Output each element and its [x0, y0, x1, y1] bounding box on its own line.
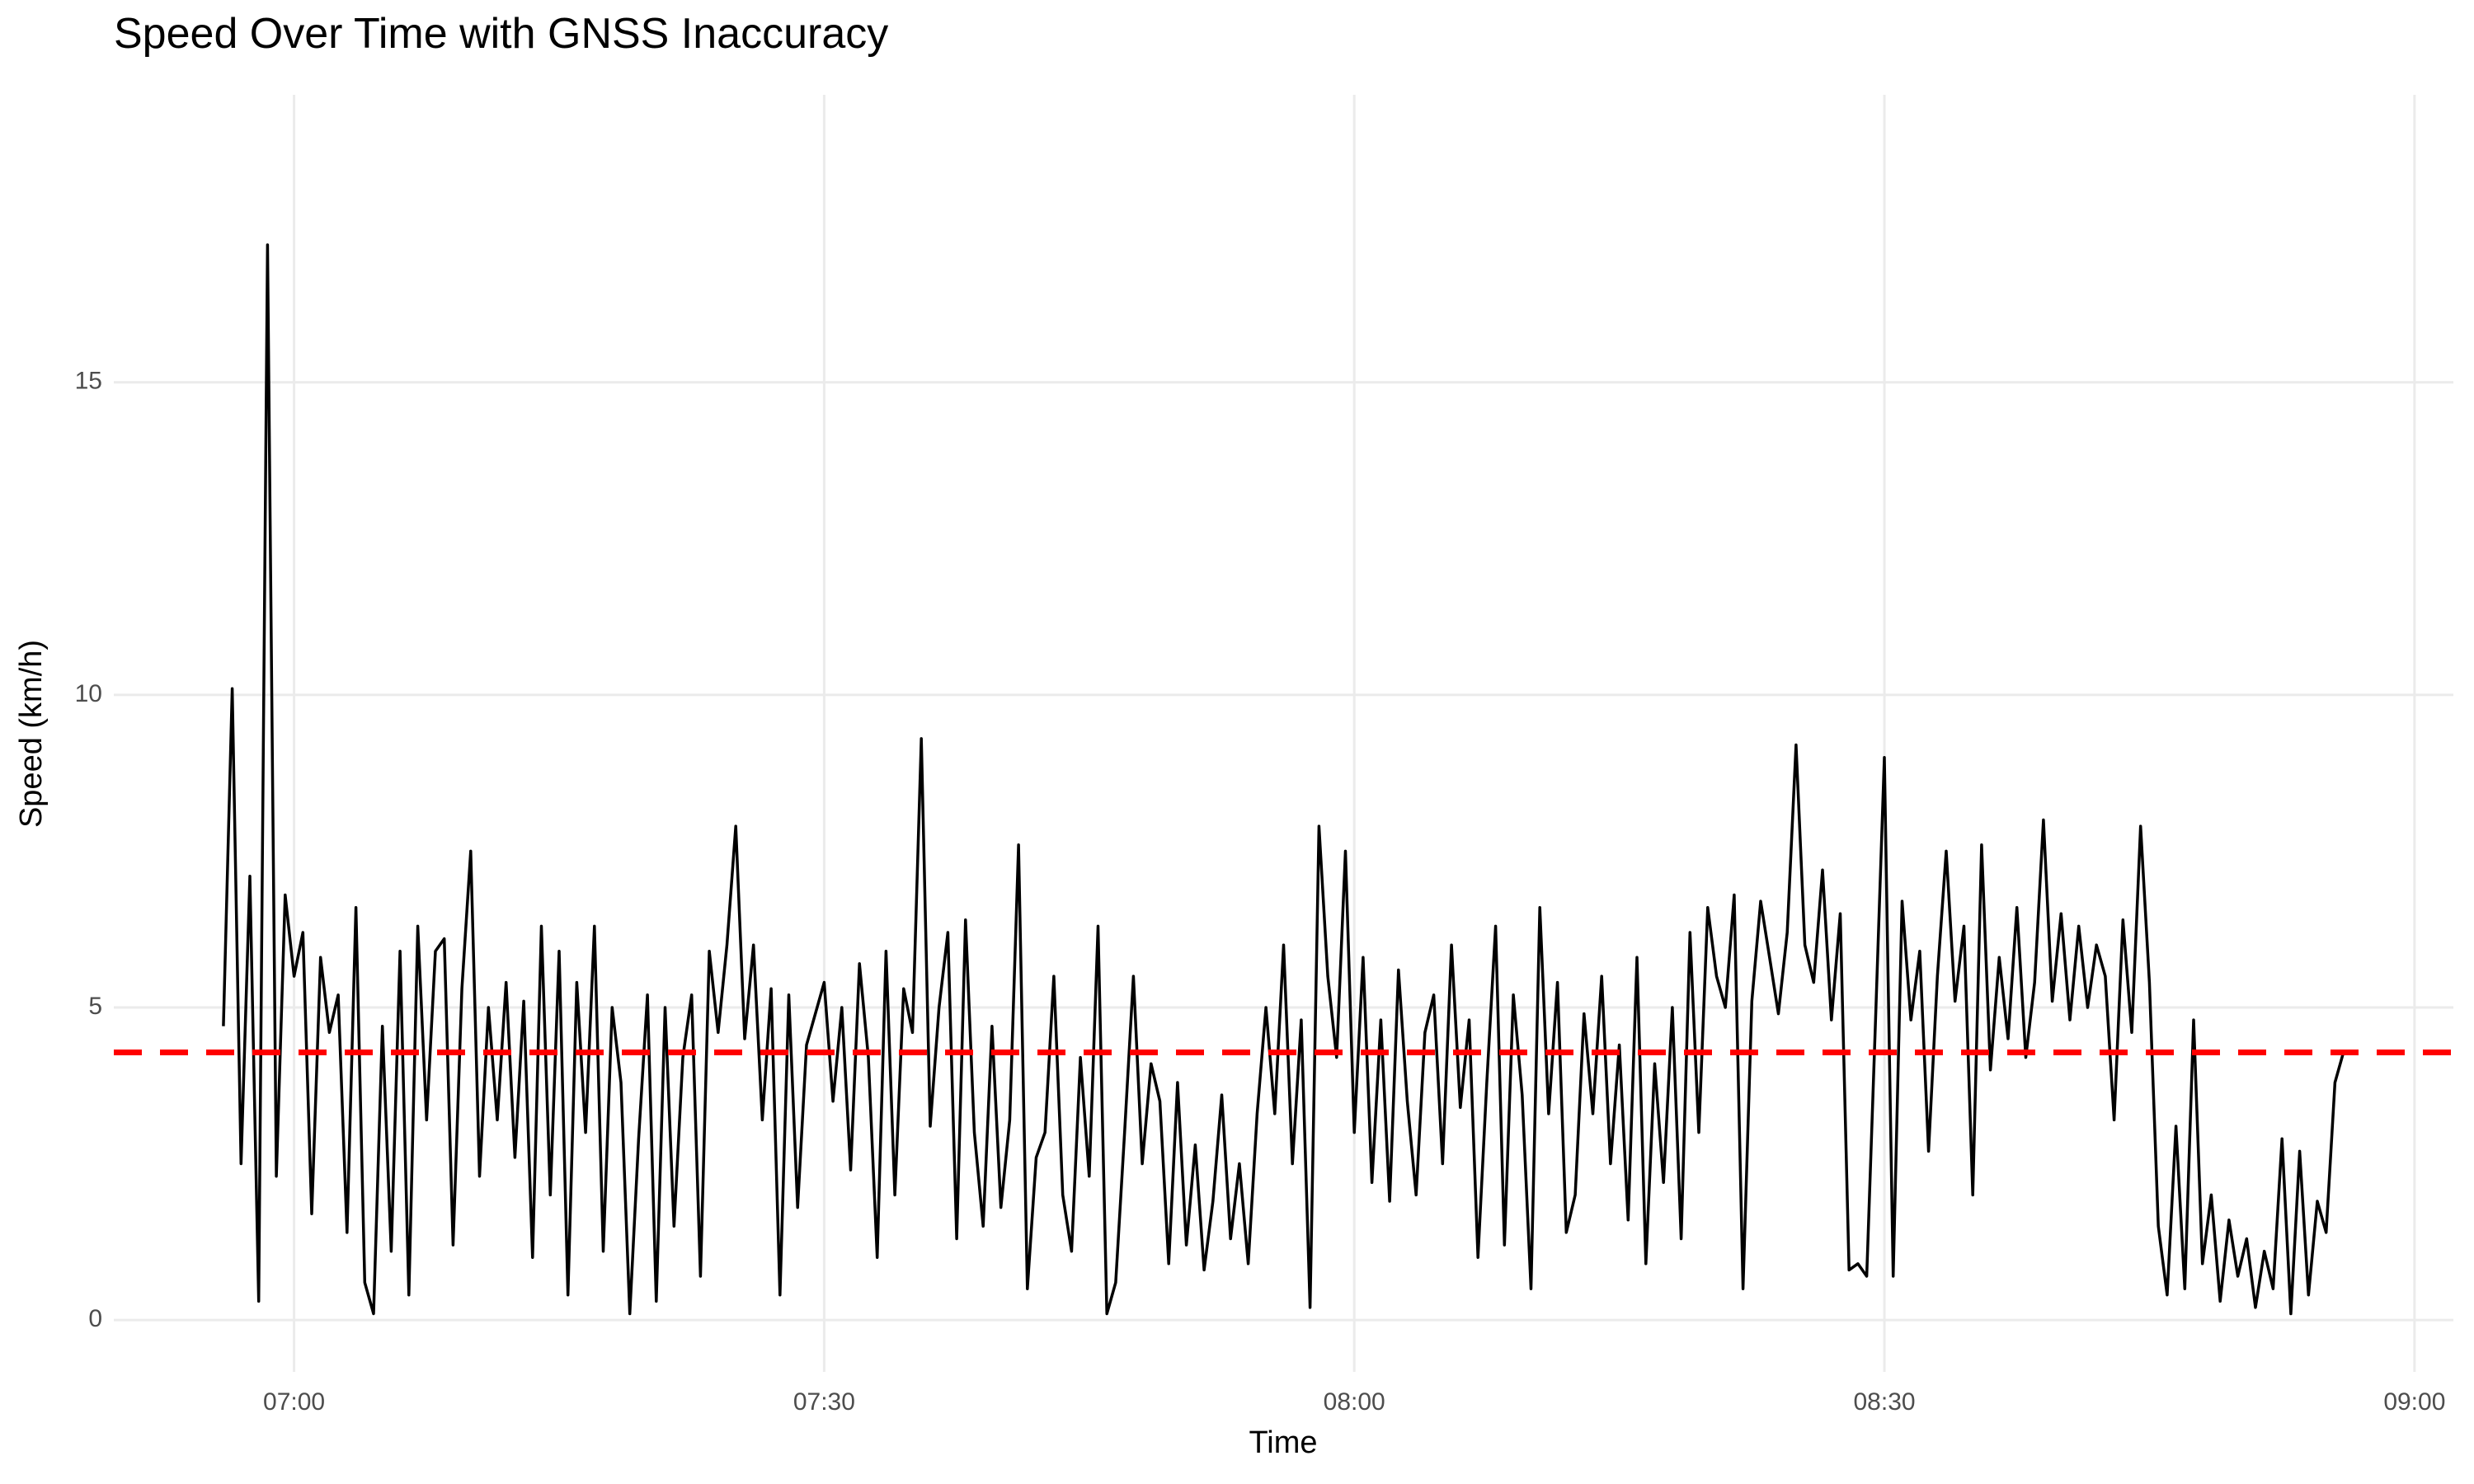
speed-line — [222, 243, 2345, 1316]
y-tick-label: 10 — [75, 680, 102, 707]
y-axis-title: Speed (km/h) — [14, 640, 49, 828]
x-tick-label: 08:00 — [1324, 1388, 1385, 1416]
x-tick-label: 07:30 — [793, 1388, 855, 1416]
x-tick-label: 07:00 — [263, 1388, 325, 1416]
x-axis-title: Time — [1249, 1425, 1317, 1460]
y-tick-label: 15 — [75, 368, 102, 395]
y-tick-label: 0 — [88, 1305, 102, 1332]
x-tick-label: 09:00 — [2383, 1388, 2445, 1416]
x-tick-label: 08:30 — [1853, 1388, 1915, 1416]
y-tick-label: 5 — [88, 993, 102, 1020]
chart-title: Speed Over Time with GNSS Inaccuracy — [114, 10, 888, 58]
